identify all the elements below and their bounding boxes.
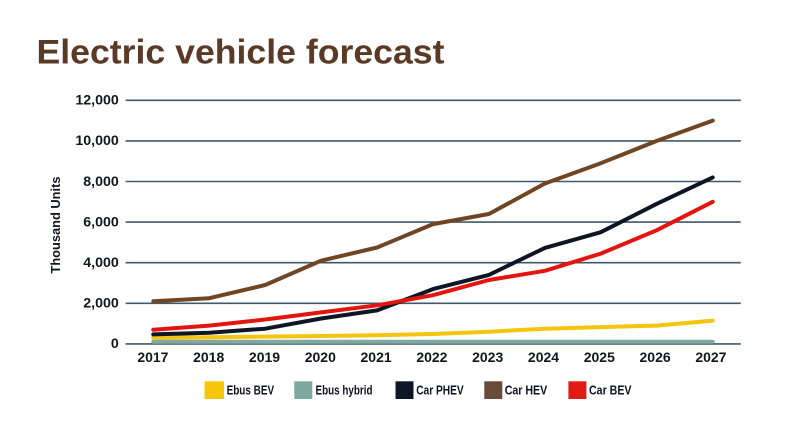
svg-text:2025: 2025 — [584, 349, 615, 365]
svg-text:2019: 2019 — [249, 349, 280, 365]
svg-text:Thousand Units: Thousand Units — [48, 177, 63, 274]
svg-text:Ebus hybrid: Ebus hybrid — [316, 383, 373, 398]
svg-text:4,000: 4,000 — [83, 255, 119, 271]
svg-text:2022: 2022 — [416, 349, 447, 365]
svg-text:2017: 2017 — [137, 349, 168, 365]
svg-text:2026: 2026 — [640, 349, 671, 365]
svg-text:Car HEV: Car HEV — [505, 383, 548, 398]
svg-text:8,000: 8,000 — [83, 174, 119, 190]
svg-text:2020: 2020 — [305, 349, 336, 365]
svg-text:6,000: 6,000 — [83, 214, 119, 230]
svg-text:2021: 2021 — [361, 349, 392, 365]
svg-text:12,000: 12,000 — [75, 93, 119, 109]
svg-text:0: 0 — [111, 336, 119, 352]
svg-text:Car PHEV: Car PHEV — [416, 383, 464, 398]
svg-text:Ebus BEV: Ebus BEV — [227, 383, 275, 398]
svg-text:2,000: 2,000 — [83, 296, 119, 312]
svg-text:2027: 2027 — [695, 349, 726, 365]
svg-text:2024: 2024 — [528, 349, 559, 365]
svg-text:2018: 2018 — [193, 349, 224, 365]
svg-text:10,000: 10,000 — [75, 133, 119, 149]
svg-text:Car BEV: Car BEV — [589, 383, 632, 398]
svg-text:Electric vehicle forecast: Electric vehicle forecast — [37, 33, 446, 71]
svg-text:2023: 2023 — [472, 349, 503, 365]
